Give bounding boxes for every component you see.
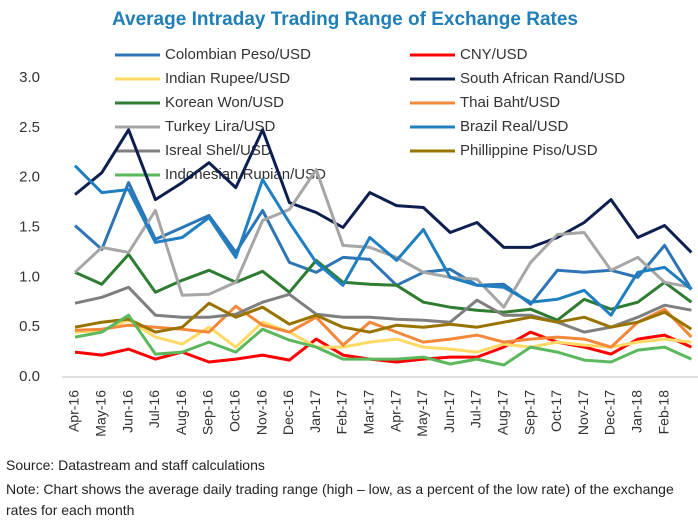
x-tick-label: Sep-16 bbox=[200, 390, 216, 435]
legend-label: Isreal Shel/USD bbox=[165, 142, 272, 159]
x-tick-label: Apr-17 bbox=[387, 390, 403, 432]
legend-label: Turkey Lira/USD bbox=[165, 118, 275, 135]
x-tick-label: Dec-17 bbox=[602, 390, 618, 435]
y-tick-label: 1.0 bbox=[19, 268, 40, 285]
x-tick-label: Mar-17 bbox=[361, 390, 377, 435]
series-line bbox=[74, 252, 693, 322]
series-line bbox=[74, 301, 693, 334]
chart-title: Average Intraday Trading Range of Exchan… bbox=[112, 9, 578, 30]
x-tick-label: Apr-16 bbox=[66, 390, 82, 432]
y-tick-label: 2.5 bbox=[19, 119, 40, 136]
y-tick-label: 1.5 bbox=[19, 218, 40, 235]
legend-label: Thai Baht/USD bbox=[460, 94, 560, 111]
x-tick-label: Oct-16 bbox=[227, 390, 243, 432]
y-tick-label: 0.0 bbox=[19, 368, 40, 385]
x-tick-label: Aug-17 bbox=[495, 390, 511, 435]
x-tick-label: Oct-17 bbox=[548, 390, 564, 432]
x-tick-label: Jun-17 bbox=[441, 390, 457, 433]
series-line bbox=[73, 168, 692, 309]
series-line bbox=[73, 164, 693, 317]
series-line bbox=[74, 181, 693, 306]
x-tick-label: May-16 bbox=[93, 390, 109, 437]
series-line bbox=[74, 285, 692, 334]
legend-label: Colombian Peso/USD bbox=[165, 46, 311, 63]
series-line bbox=[74, 313, 693, 367]
x-tick-label: Nov-17 bbox=[575, 390, 591, 435]
legend-label: Phillippine Piso/USD bbox=[460, 142, 598, 159]
x-tick-label: Nov-16 bbox=[253, 390, 269, 435]
note: Note: Chart shows the average daily trad… bbox=[6, 481, 674, 518]
x-tick-label: Aug-16 bbox=[173, 390, 189, 435]
x-tick-label: Jul-17 bbox=[468, 390, 484, 428]
x-tick-label: Jul-16 bbox=[146, 390, 162, 428]
legend-label: Indian Rupee/USD bbox=[165, 70, 290, 87]
x-tick-label: Jan-18 bbox=[629, 390, 645, 433]
x-tick-label: May-17 bbox=[414, 390, 430, 437]
legend-label: Korean Won/USD bbox=[165, 94, 284, 111]
legend-label: CNY/USD bbox=[460, 46, 528, 63]
x-tick-label: Feb-17 bbox=[334, 390, 350, 435]
y-tick-label: 2.0 bbox=[19, 169, 40, 186]
legend-label: Indonesian Rupian/USD bbox=[165, 166, 326, 183]
legend-label: South African Rand/USD bbox=[460, 70, 625, 87]
source: Source: Datastream and staff calculation… bbox=[6, 457, 265, 473]
legend-label: Brazil Real/USD bbox=[460, 118, 569, 135]
y-tick-label: 0.5 bbox=[19, 318, 40, 335]
x-tick-label: Dec-16 bbox=[280, 390, 296, 435]
x-tick-label: Jun-16 bbox=[119, 390, 135, 433]
series-line bbox=[74, 318, 692, 354]
x-tick-label: Jan-17 bbox=[307, 390, 323, 433]
x-tick-label: Sep-17 bbox=[521, 390, 537, 435]
chart: Average Intraday Trading Range of Exchan… bbox=[19, 9, 698, 437]
series-line bbox=[74, 128, 693, 254]
x-tick-label: Feb-18 bbox=[655, 390, 671, 435]
y-tick-label: 3.0 bbox=[19, 69, 40, 86]
